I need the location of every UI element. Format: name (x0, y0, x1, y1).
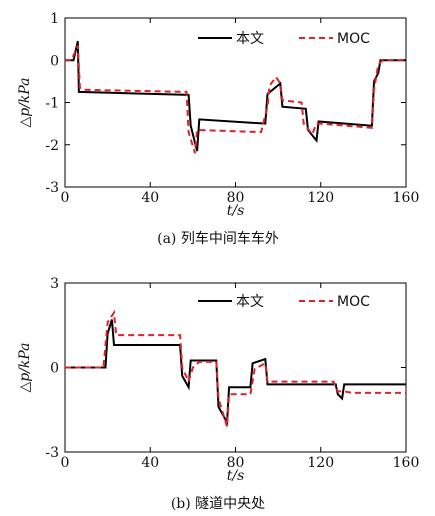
caption-a: (a) 列车中间车车外 (157, 230, 279, 247)
legend-label: MOC (337, 294, 370, 310)
x-tick-label: 120 (307, 455, 334, 471)
y-tick-label: -3 (45, 445, 59, 461)
series-lines-b (65, 309, 406, 427)
x-tick-label: 80 (227, 455, 245, 471)
y-tick-label: 0 (50, 361, 59, 377)
y-axis-label-a: △p/kPa (17, 77, 33, 127)
legend-label: 本文 (236, 294, 264, 310)
x-tick-label: 0 (61, 190, 70, 206)
caption-b: (b) 隧道中央处 (171, 496, 265, 512)
y-axis-label-b: △p/kPa (17, 342, 33, 392)
ticks-b: 0 40 80 120 160-303 (45, 276, 419, 471)
y-tick-label: -2 (45, 138, 59, 154)
chart-panel-b: 0 40 80 120 160-303 本文 MOC t/s △p/kPa (b) 隧道中… (17, 276, 419, 512)
x-tick-label: 80 (227, 190, 245, 206)
y-tick-label: 1 (50, 11, 59, 27)
x-tick-label: 40 (141, 455, 159, 471)
legend-label: MOC (337, 31, 370, 47)
y-tick-label: 0 (50, 53, 59, 69)
legend-b: 本文 MOC (198, 294, 370, 310)
x-tick-label: 40 (141, 190, 159, 206)
series-line-benwen (65, 319, 406, 426)
x-tick-label: 0 (61, 455, 70, 471)
x-axis-label-a: t/s (227, 203, 245, 219)
x-tick-label: 160 (393, 455, 420, 471)
y-tick-label: 3 (50, 276, 59, 292)
series-line-moc (65, 309, 406, 427)
legend-a: 本文 MOC (198, 31, 370, 47)
y-tick-label: -1 (45, 96, 59, 112)
x-axis-label-b: t/s (227, 468, 245, 484)
x-tick-label: 160 (393, 190, 420, 206)
legend-label: 本文 (236, 31, 264, 47)
series-line-benwen (65, 40, 406, 152)
ticks-a: 0 40 80 120 160 -3 -2 -1 0 1 (45, 11, 419, 206)
series-line-moc (65, 45, 406, 154)
y-tick-label: -3 (45, 180, 59, 196)
chart-panel-a: 0 40 80 120 160 -3 -2 -1 0 1 本文 MOC t/s △p/kPa (a)… (17, 11, 419, 247)
x-tick-label: 120 (307, 190, 334, 206)
series-lines-a (65, 40, 406, 154)
